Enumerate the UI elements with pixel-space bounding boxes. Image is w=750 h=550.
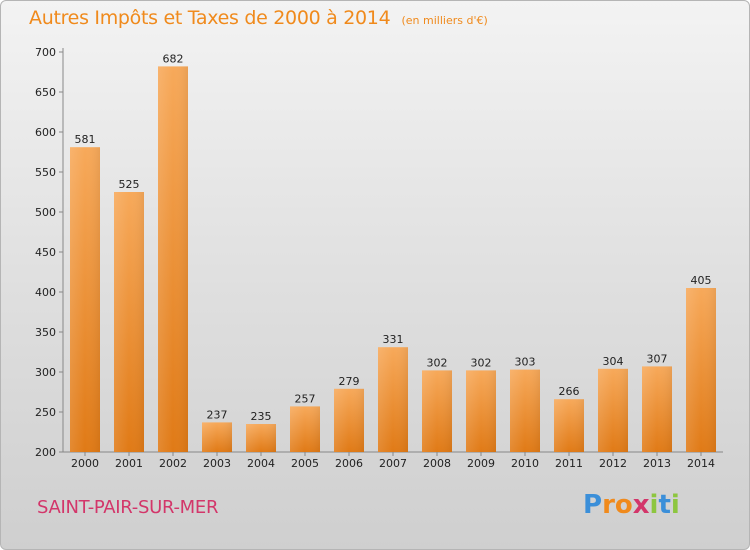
bar-value-label: 266 — [559, 385, 580, 398]
bar-shade — [334, 388, 364, 452]
logo-letter: x — [632, 490, 650, 520]
bar-shade — [466, 370, 496, 452]
logo-letter: i — [649, 490, 659, 520]
bar-value-label: 302 — [471, 356, 492, 369]
proxiti-logo: Proxiti — [583, 490, 680, 520]
x-tick-label: 2006 — [335, 457, 363, 470]
bar-shade — [598, 368, 628, 452]
logo-letter: r — [602, 490, 615, 520]
bar-value-label: 303 — [515, 356, 536, 369]
bar-value-label: 682 — [163, 52, 184, 65]
bar-shade — [642, 366, 672, 452]
y-tick-label: 300 — [35, 366, 56, 379]
town-name: SAINT-PAIR-SUR-MER — [37, 497, 219, 518]
bar-shade — [158, 66, 188, 453]
bar-value-label: 235 — [251, 410, 272, 423]
y-tick-label: 200 — [35, 446, 56, 459]
bar-value-label: 405 — [691, 274, 712, 287]
y-tick-label: 550 — [35, 166, 56, 179]
y-tick-label: 450 — [35, 246, 56, 259]
bar-value-label: 307 — [647, 352, 668, 365]
x-tick-label: 2009 — [467, 457, 495, 470]
chart-title: Autres Impôts et Taxes de 2000 à 2014 — [29, 7, 391, 29]
x-tick-label: 2010 — [511, 457, 539, 470]
bars: 581 525 682 237 235 257 279 331 302 302 303 266 304 3… — [70, 52, 716, 453]
x-tick-label: 2012 — [599, 457, 627, 470]
logo-letter: P — [583, 490, 603, 520]
x-tick-label: 2003 — [203, 457, 231, 470]
bar-shade — [246, 424, 276, 452]
bar-value-label: 279 — [339, 375, 360, 388]
logo-letter: o — [614, 490, 633, 520]
bar-shade — [202, 422, 232, 452]
bar-shade — [510, 369, 540, 452]
y-tick-label: 650 — [35, 86, 56, 99]
bar-shade — [378, 347, 408, 452]
x-tick-label: 2008 — [423, 457, 451, 470]
y-tick-label: 500 — [35, 206, 56, 219]
bar-value-label: 331 — [383, 333, 404, 346]
y-tick-label: 350 — [35, 326, 56, 339]
bar-shade — [114, 192, 144, 452]
bar-value-label: 304 — [603, 355, 624, 368]
title-row: Autres Impôts et Taxes de 2000 à 2014 (e… — [29, 7, 488, 29]
bar-shade — [686, 288, 716, 452]
y-tick-label: 400 — [35, 286, 56, 299]
y-tick-label: 700 — [35, 46, 56, 59]
x-tick-label: 2014 — [687, 457, 715, 470]
y-tick-label: 600 — [35, 126, 56, 139]
bar-shade — [554, 399, 584, 452]
x-tick-label: 2013 — [643, 457, 671, 470]
x-tick-label: 2007 — [379, 457, 407, 470]
x-tick-label: 2011 — [555, 457, 583, 470]
x-tick-label: 2001 — [115, 457, 143, 470]
chart-subtitle: (en milliers d'€) — [401, 14, 488, 27]
x-tick-label: 2002 — [159, 457, 187, 470]
bar-shade — [422, 370, 452, 452]
logo-letter: t — [658, 490, 671, 520]
bar-shade — [70, 147, 100, 452]
x-tick-label: 2004 — [247, 457, 275, 470]
bar-shade — [290, 406, 320, 452]
bar-value-label: 525 — [119, 178, 140, 191]
y-tick-label: 250 — [35, 406, 56, 419]
x-tick-label: 2005 — [291, 457, 319, 470]
x-tick-label: 2000 — [71, 457, 99, 470]
logo-letter: i — [670, 490, 680, 520]
bar-value-label: 257 — [295, 392, 316, 405]
bar-value-label: 581 — [75, 133, 96, 146]
bar-value-label: 237 — [207, 408, 228, 421]
bar-value-label: 302 — [427, 356, 448, 369]
